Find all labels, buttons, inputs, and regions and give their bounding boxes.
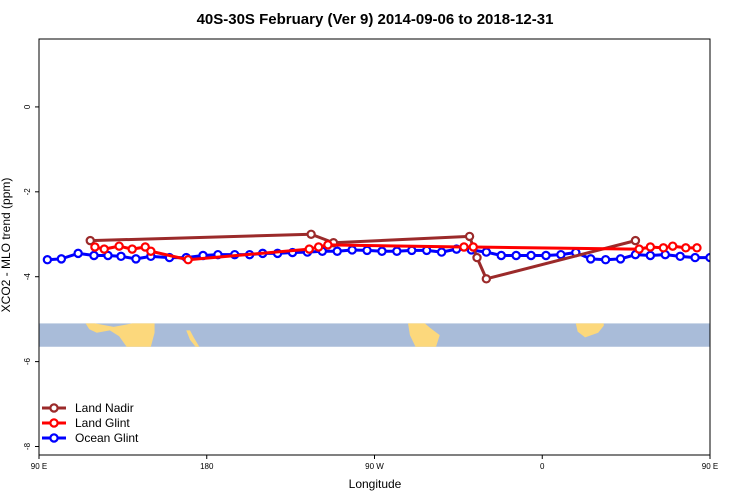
ocean-glint-point	[496, 250, 506, 261]
land-glint-point	[645, 242, 656, 252]
land-nadir-point	[85, 235, 95, 246]
ocean-glint-point	[556, 249, 566, 260]
land-glint-point	[658, 243, 669, 253]
ocean-glint-point	[131, 254, 141, 264]
ocean-glint-point	[116, 251, 126, 262]
land-glint-point	[183, 255, 193, 265]
legend-marker-land-glint	[49, 418, 59, 428]
ocean-glint-point	[705, 252, 710, 263]
ocean-glint-segment	[709, 257, 710, 260]
ocean-glint-point	[362, 245, 372, 256]
chart-title: 40S-30S February (Ver 9) 2014-09-06 to 2…	[197, 11, 554, 28]
ocean-glint-point	[736, 254, 743, 261]
ocean-glint-point	[332, 246, 342, 256]
legend-marker-land-nadir	[49, 403, 59, 413]
legend-label-ocean-glint: Ocean Glint	[75, 431, 139, 445]
y-tick-label: -6	[23, 358, 32, 366]
map-ocean	[39, 323, 710, 347]
x-tick-label: 90 E	[31, 462, 47, 471]
land-glint-point	[692, 243, 702, 253]
land-nadir-segment	[485, 239, 636, 281]
land-glint-point	[668, 241, 678, 251]
land-nadir-point	[630, 235, 641, 246]
ocean-glint-point	[377, 246, 387, 256]
land-glint-point	[459, 242, 469, 252]
land-glint-segment	[187, 247, 310, 262]
ocean-glint-segment	[725, 258, 740, 259]
map-strip	[39, 323, 710, 347]
land-nadir-segment	[90, 232, 312, 243]
ocean-glint-point	[600, 255, 611, 265]
ocean-glint-point	[56, 254, 67, 264]
land-glint-segment	[327, 243, 464, 249]
map-land-2	[408, 323, 440, 347]
map-land-3	[575, 323, 604, 338]
land-glint-point	[99, 244, 109, 254]
ocean-glint-point	[690, 252, 700, 263]
land-nadir-point	[306, 229, 316, 239]
ocean-glint-point	[541, 250, 551, 261]
legend-label-land-glint: Land Glint	[75, 416, 130, 430]
y-tick-label: -8	[23, 442, 32, 450]
series-layer	[42, 229, 743, 284]
land-nadir-point	[464, 231, 475, 242]
land-nadir-segment	[333, 234, 470, 245]
land-glint-point	[90, 242, 100, 252]
land-glint-segment	[473, 245, 640, 251]
legend-marker-ocean-glint	[49, 433, 59, 443]
y-tick-label: -2	[23, 188, 32, 196]
ocean-glint-point	[526, 250, 536, 261]
ocean-glint-point	[436, 247, 447, 257]
x-tick-label: 90 E	[702, 462, 718, 471]
x-tick-label: 0	[540, 462, 545, 471]
ocean-glint-point	[73, 248, 83, 259]
land-glint-point	[313, 242, 324, 252]
land-glint-point	[304, 244, 314, 254]
x-axis-label: Longitude	[349, 477, 402, 491]
land-nadir-point	[472, 252, 482, 263]
x-tick-label: 90 W	[365, 462, 384, 471]
land-glint-point	[146, 246, 156, 256]
land-nadir-point	[481, 274, 492, 284]
ocean-glint-point	[481, 247, 492, 257]
ocean-glint-point	[347, 245, 357, 255]
ocean-glint-point	[675, 251, 685, 262]
ocean-glint-point	[645, 250, 656, 261]
ocean-glint-point	[721, 255, 728, 262]
land-glint-point	[468, 242, 478, 252]
land-glint-point	[681, 243, 691, 253]
land-glint-segment	[150, 249, 189, 262]
ocean-glint-point	[586, 254, 596, 264]
ocean-glint-point	[42, 255, 53, 265]
land-glint-point	[127, 244, 137, 254]
ocean-glint-point	[615, 254, 626, 264]
land-glint-point	[634, 244, 644, 254]
x-tick-label: 180	[200, 462, 214, 471]
ocean-glint-point	[511, 250, 521, 261]
map-land-1	[186, 330, 200, 347]
ocean-glint-point	[407, 245, 417, 256]
land-glint-point	[114, 241, 124, 251]
ocean-glint-point	[392, 246, 402, 256]
y-tick-label: -4	[23, 273, 32, 281]
land-glint-point	[323, 240, 333, 250]
axes: 90 E 180 90 W 0 90 E 0 -2 -4 -6 -8	[23, 104, 718, 471]
plot-frame	[38, 38, 711, 456]
map-land-0	[85, 323, 155, 347]
y-tick-label: 0	[23, 104, 32, 109]
ocean-glint-point	[89, 250, 99, 261]
legend-label-land-nadir: Land Nadir	[75, 401, 134, 415]
y-axis-label: XCO2 - MLO trend (ppm)	[0, 178, 13, 313]
